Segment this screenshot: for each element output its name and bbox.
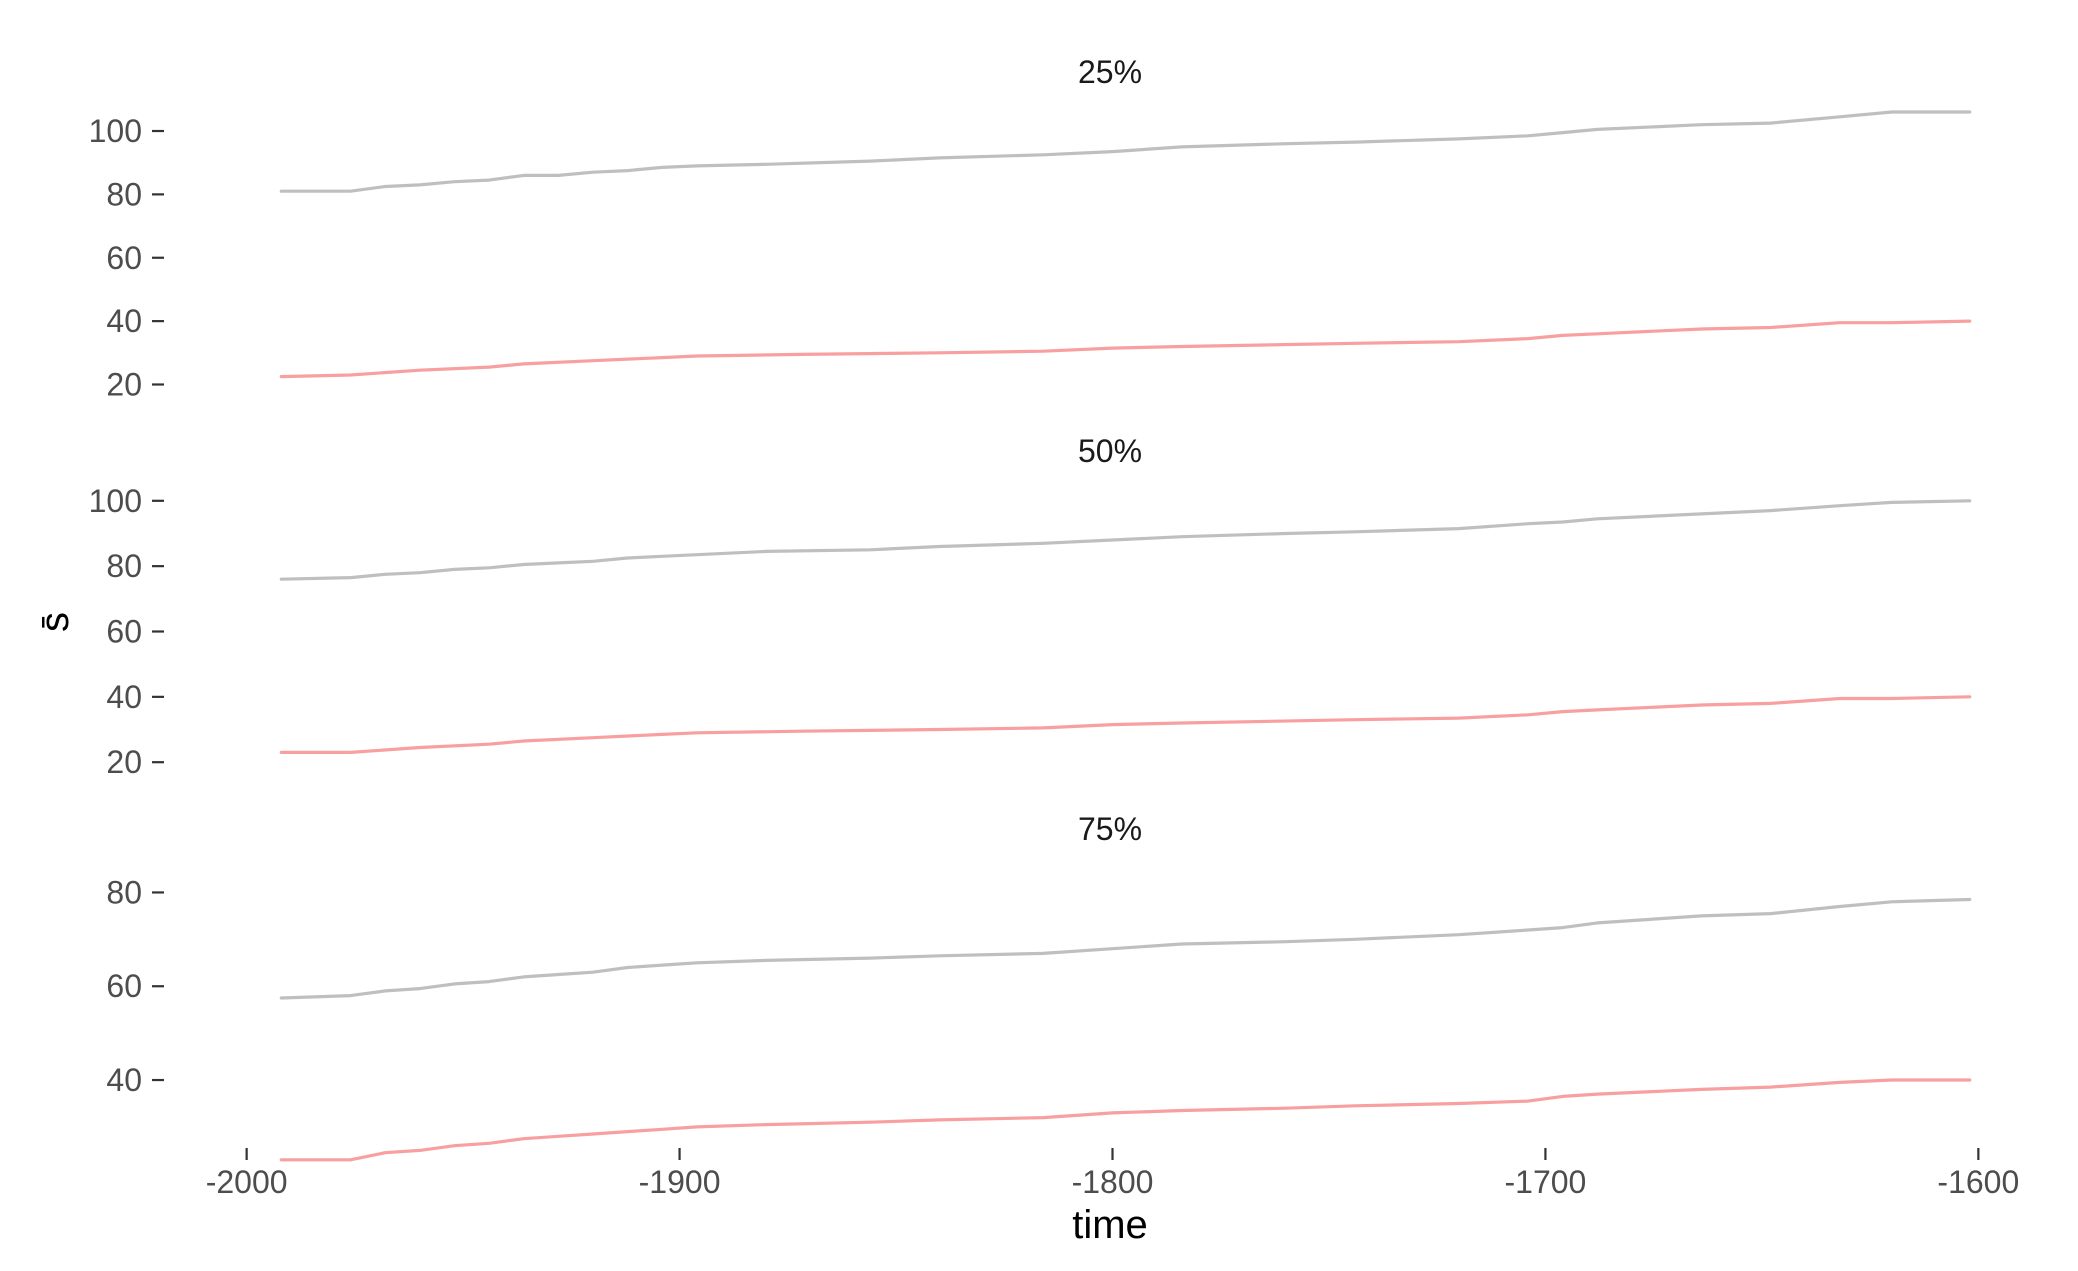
y-tick-label: 20 [106, 744, 142, 780]
y-tick-label: 40 [106, 1062, 142, 1098]
x-tick-label: -1700 [1505, 1164, 1587, 1200]
series-line-upper [279, 110, 1972, 193]
series-line-upper [279, 499, 1972, 581]
series-line-lower [279, 695, 1972, 755]
y-tick-label: 60 [106, 614, 142, 650]
panel-title: 50% [1078, 433, 1142, 469]
series-line-lower [279, 1078, 1972, 1162]
x-tick-label: -1900 [639, 1164, 721, 1200]
series-line-upper [279, 897, 1972, 1000]
y-tick-label: 80 [106, 548, 142, 584]
chart-panels: 25% 20 40 60 80 100 50% 20 40 60 80 100 75% 40 60 80 [89, 54, 1972, 1162]
x-tick-label: -1600 [1937, 1164, 2019, 1200]
panel-title: 25% [1078, 54, 1142, 90]
x-tick-label: -1800 [1072, 1164, 1154, 1200]
y-tick-label: 40 [106, 679, 142, 715]
y-tick-label: 40 [106, 303, 142, 339]
y-tick-label: 100 [89, 483, 142, 519]
x-tick-label: -2000 [206, 1164, 288, 1200]
y-tick-label: 20 [106, 366, 142, 402]
y-tick-label: 80 [106, 874, 142, 910]
y-axis-title: s̄ [33, 612, 77, 632]
panel-1: 25% 20 40 60 80 100 [89, 54, 1972, 402]
x-axis-title: time [1072, 1203, 1148, 1247]
panel-title: 75% [1078, 811, 1142, 847]
panel-2: 50% 20 40 60 80 100 [89, 433, 1972, 780]
x-axis: -2000 -1900 -1800 -1700 -1600 [206, 1148, 2019, 1200]
y-tick-label: 60 [106, 968, 142, 1004]
y-tick-label: 60 [106, 240, 142, 276]
y-tick-label: 80 [106, 176, 142, 212]
panel-3: 75% 40 60 80 [106, 811, 1972, 1162]
series-line-lower [279, 319, 1972, 379]
y-tick-label: 100 [89, 113, 142, 149]
